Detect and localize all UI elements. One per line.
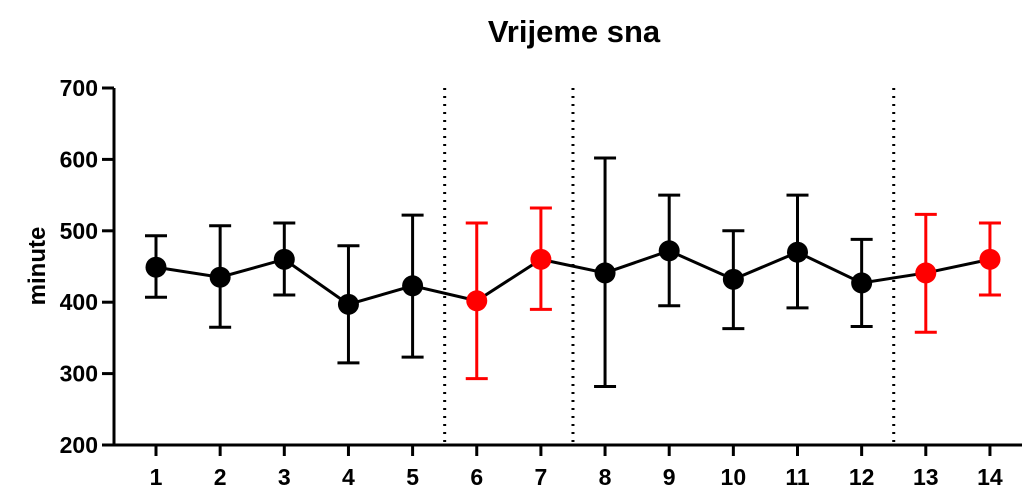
y-tick-label: 400 — [60, 289, 98, 315]
x-tick-label: 3 — [278, 464, 291, 490]
data-point — [787, 241, 808, 263]
x-tick-label: 12 — [849, 464, 875, 490]
period-separators — [443, 88, 896, 445]
data-point — [658, 240, 680, 262]
data-point — [402, 275, 424, 297]
data-point — [273, 248, 295, 270]
y-axis-title: minute — [24, 227, 51, 306]
data-point — [530, 248, 552, 270]
x-tick-label: 14 — [977, 464, 1003, 490]
data-point — [209, 266, 231, 288]
data-point — [915, 262, 937, 284]
x-tick-label: 1 — [150, 464, 163, 490]
data-point — [594, 262, 616, 284]
data-point — [979, 248, 1001, 270]
x-tick-label: 7 — [535, 464, 548, 490]
x-tick-label: 9 — [663, 464, 676, 490]
y-tick-label: 300 — [60, 361, 98, 387]
y-tick-label: 600 — [60, 146, 98, 172]
data-point — [466, 290, 488, 312]
data-point — [851, 272, 873, 294]
x-tick-label: 4 — [342, 464, 355, 490]
x-tick-label: 10 — [721, 464, 747, 490]
y-tick-label: 700 — [60, 75, 98, 101]
y-tick-label: 200 — [60, 432, 98, 458]
x-tick-label: 5 — [406, 464, 419, 490]
x-tick-label: 11 — [785, 464, 810, 490]
data-point — [722, 268, 744, 290]
x-tick-label: 8 — [599, 464, 612, 490]
data-marks — [145, 156, 1001, 388]
y-tick-label: 500 — [60, 218, 98, 244]
x-tick-label: 2 — [214, 464, 227, 490]
data-point — [337, 293, 359, 315]
series-line — [155, 249, 991, 306]
x-tick-label: 13 — [913, 464, 939, 490]
chart-title: Vrijeme sna — [488, 14, 661, 49]
x-tick-label: 6 — [470, 464, 483, 490]
data-point — [145, 256, 167, 278]
